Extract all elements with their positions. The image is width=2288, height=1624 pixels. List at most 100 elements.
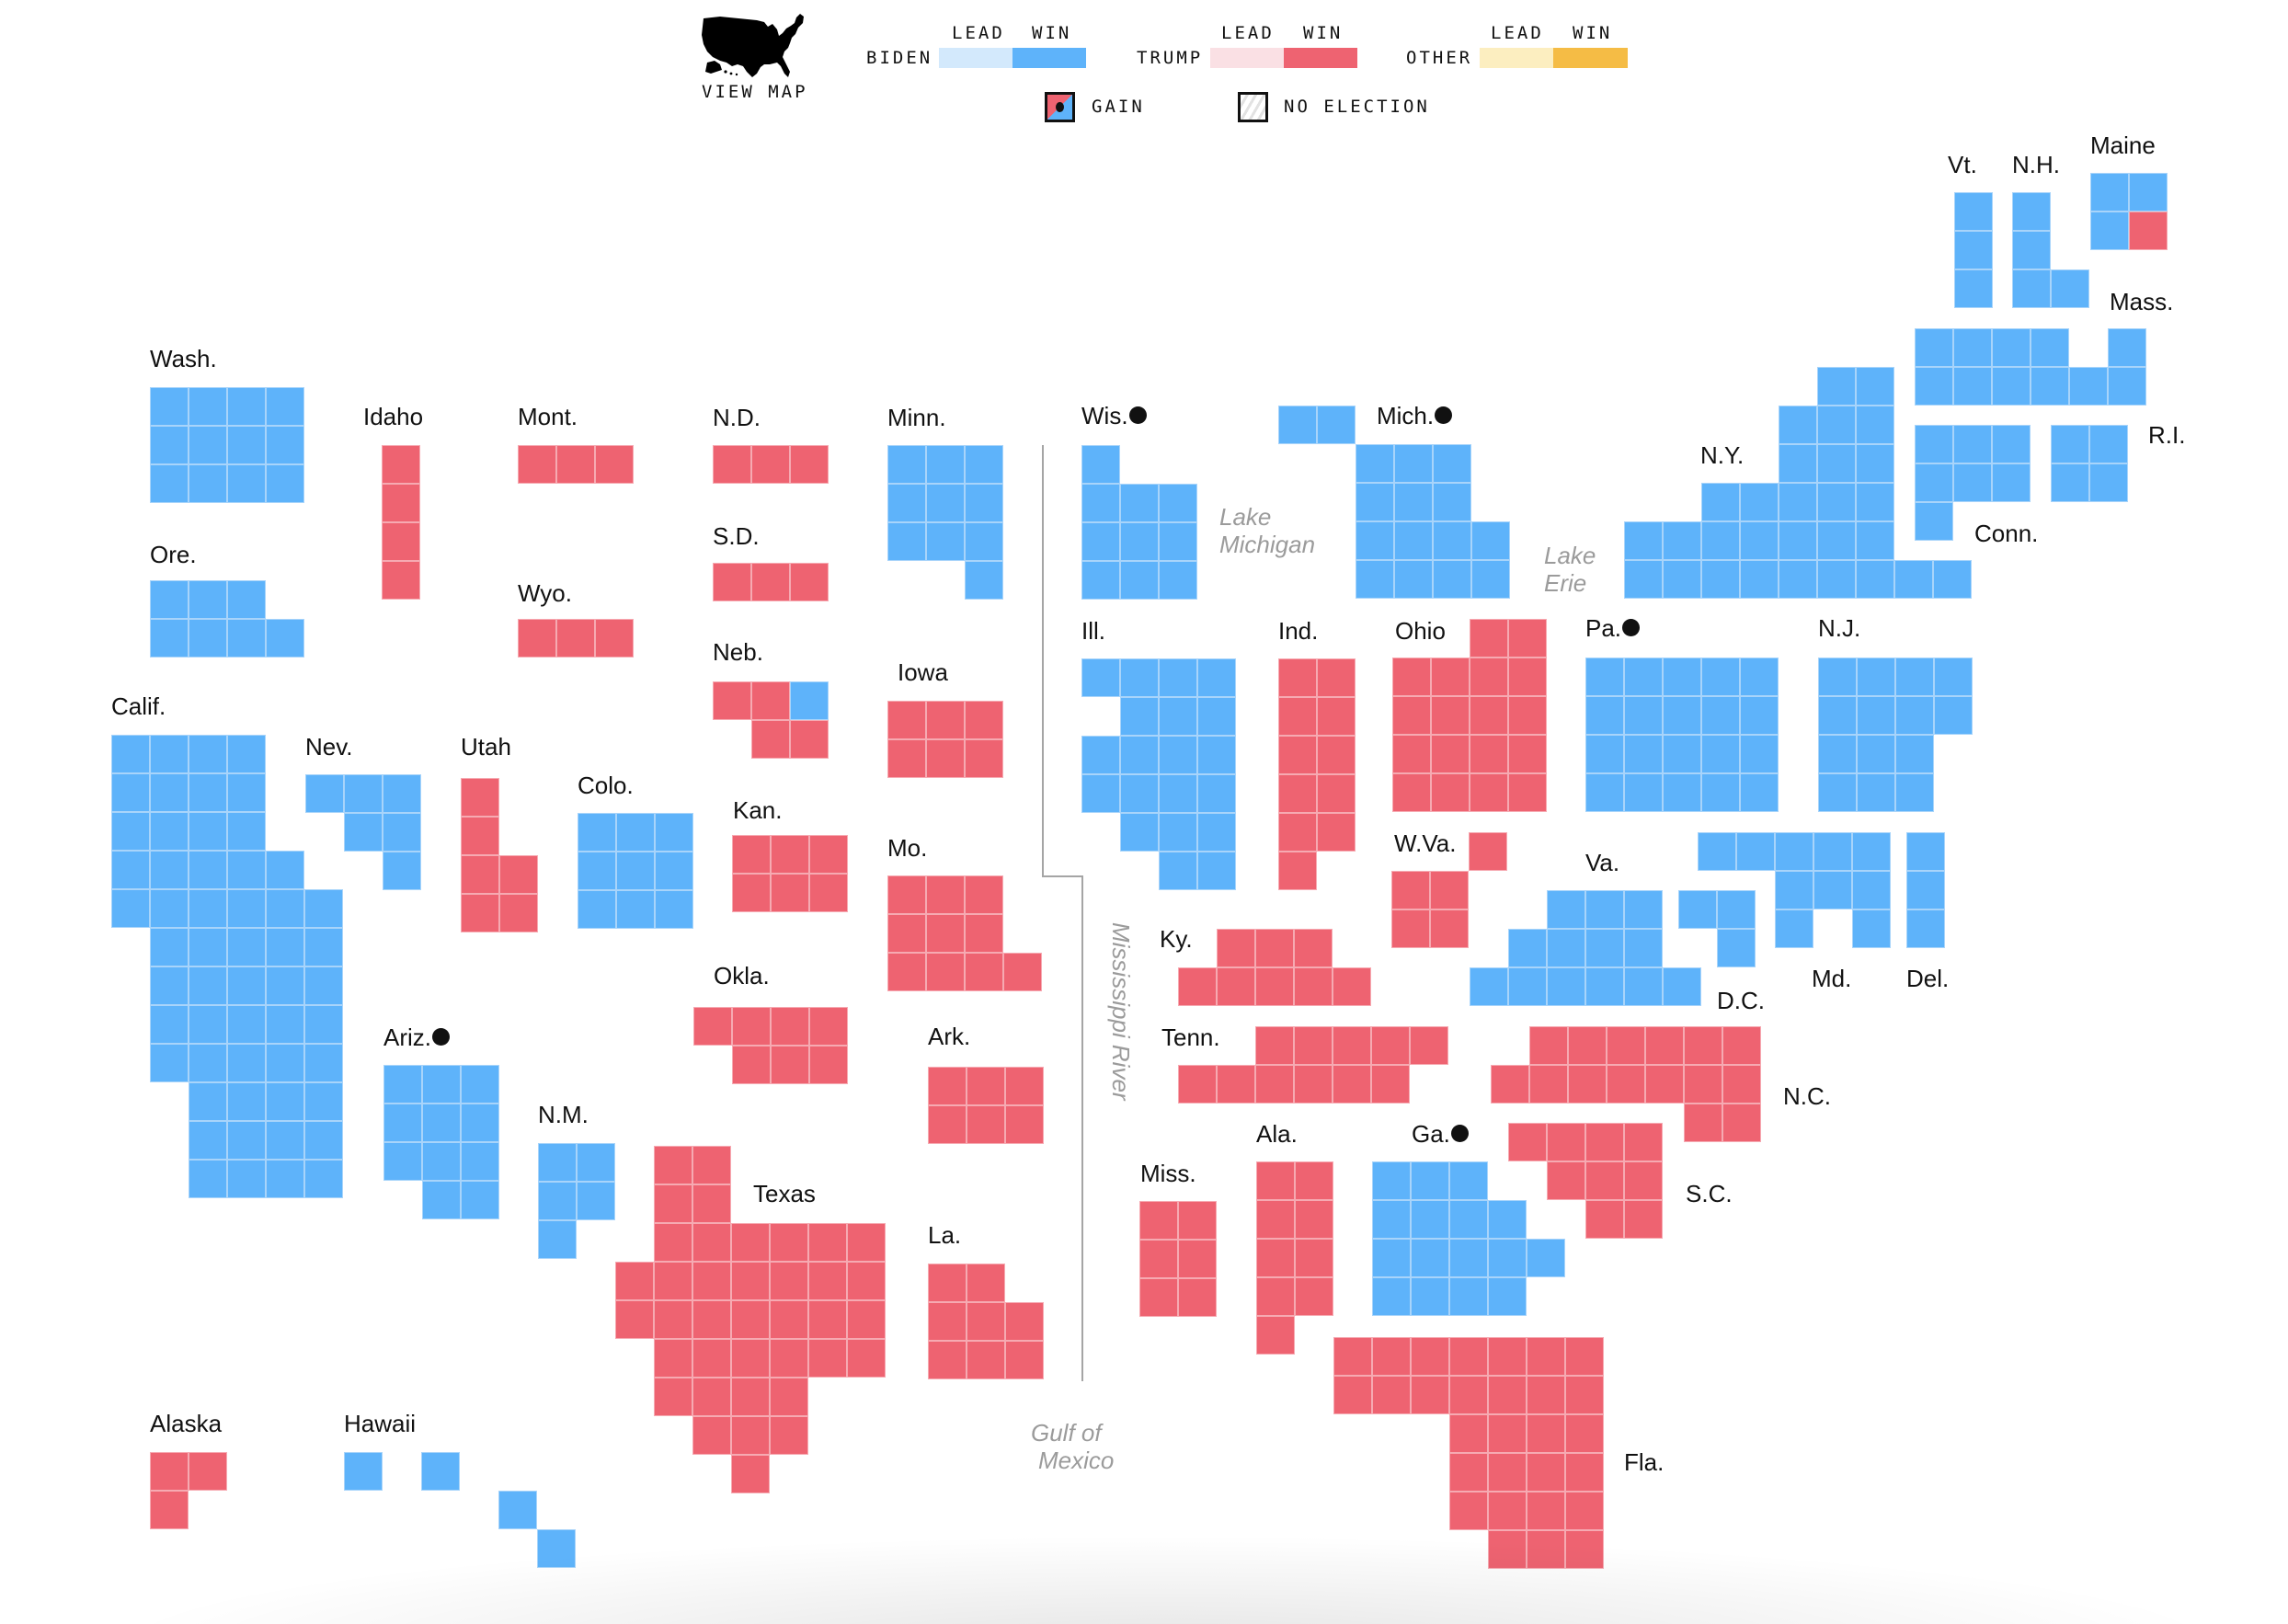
electoral-vote-tile-biden[interactable] (1508, 967, 1547, 1006)
electoral-vote-tile-biden[interactable] (189, 1121, 227, 1160)
electoral-vote-tile-trump[interactable] (713, 445, 751, 484)
electoral-vote-tile-trump[interactable] (1317, 813, 1356, 852)
electoral-vote-tile-biden[interactable] (1954, 269, 1993, 308)
electoral-vote-tile-biden[interactable] (150, 812, 189, 851)
electoral-vote-tile-biden[interactable] (1953, 425, 1992, 463)
electoral-vote-tile-biden[interactable] (304, 1044, 343, 1082)
electoral-vote-tile-trump[interactable] (150, 1491, 189, 1529)
electoral-vote-tile-trump[interactable] (1392, 658, 1431, 696)
state-label[interactable]: Texas (753, 1182, 816, 1206)
electoral-vote-tile-biden[interactable] (422, 1104, 461, 1142)
electoral-vote-tile-trump[interactable] (692, 1184, 731, 1223)
electoral-vote-tile-biden[interactable] (461, 1104, 499, 1142)
electoral-vote-tile-biden[interactable] (1159, 522, 1197, 561)
electoral-vote-tile-trump[interactable] (1430, 909, 1469, 948)
electoral-vote-tile-biden[interactable] (189, 1082, 227, 1121)
electoral-vote-tile-biden[interactable] (227, 735, 266, 773)
electoral-vote-tile-biden[interactable] (1585, 735, 1624, 773)
electoral-vote-tile-biden[interactable] (1852, 832, 1891, 871)
electoral-vote-tile-biden[interactable] (304, 1005, 343, 1044)
electoral-vote-tile-biden[interactable] (2051, 269, 2089, 308)
electoral-vote-tile-biden[interactable] (304, 889, 343, 928)
electoral-vote-tile-biden[interactable] (1624, 773, 1663, 812)
electoral-vote-tile-biden[interactable] (1817, 444, 1856, 483)
electoral-vote-tile-trump[interactable] (1005, 1067, 1044, 1105)
electoral-vote-tile-biden[interactable] (1433, 560, 1471, 599)
electoral-vote-tile-biden[interactable] (227, 619, 266, 658)
electoral-vote-tile-biden[interactable] (1779, 521, 1817, 560)
electoral-vote-tile-biden[interactable] (1701, 658, 1740, 696)
electoral-vote-tile-biden[interactable] (655, 852, 693, 890)
electoral-vote-tile-trump[interactable] (654, 1146, 692, 1184)
state-label[interactable]: Ark. (928, 1024, 970, 1048)
state-label[interactable]: Neb. (713, 640, 763, 664)
electoral-vote-tile-biden[interactable] (1449, 1239, 1488, 1277)
state-label[interactable]: Alaska (150, 1412, 222, 1435)
electoral-vote-tile-biden[interactable] (1953, 328, 1992, 367)
electoral-vote-tile-trump[interactable] (1139, 1201, 1178, 1240)
electoral-vote-tile-trump[interactable] (1488, 1530, 1527, 1569)
electoral-vote-tile-biden[interactable] (1317, 406, 1356, 444)
electoral-vote-tile-trump[interactable] (1470, 619, 1508, 658)
state-label[interactable]: Conn. (1974, 521, 2038, 545)
electoral-vote-tile-biden[interactable] (1624, 521, 1663, 560)
electoral-vote-tile-biden[interactable] (1857, 735, 1895, 773)
electoral-vote-tile-biden[interactable] (1663, 658, 1701, 696)
electoral-vote-tile-trump[interactable] (1470, 735, 1508, 773)
electoral-vote-tile-biden[interactable] (926, 484, 965, 522)
electoral-vote-tile-trump[interactable] (692, 1146, 731, 1184)
electoral-vote-tile-trump[interactable] (518, 619, 556, 658)
electoral-vote-tile-biden[interactable] (383, 774, 421, 813)
electoral-vote-tile-biden[interactable] (926, 445, 965, 484)
electoral-vote-tile-trump[interactable] (1624, 1123, 1663, 1161)
state-label[interactable]: Vt. (1948, 153, 1977, 177)
electoral-vote-tile-biden[interactable] (1081, 561, 1120, 600)
electoral-vote-tile-trump[interactable] (1333, 1376, 1372, 1414)
electoral-vote-tile-trump[interactable] (1256, 1161, 1295, 1200)
electoral-vote-tile-trump[interactable] (965, 739, 1003, 778)
electoral-vote-tile-trump[interactable] (926, 739, 965, 778)
electoral-vote-tile-trump[interactable] (967, 1105, 1005, 1144)
electoral-vote-tile-trump[interactable] (926, 953, 965, 991)
electoral-vote-tile-biden[interactable] (1895, 735, 1934, 773)
electoral-vote-tile-trump[interactable] (887, 701, 926, 739)
electoral-vote-tile-trump[interactable] (1317, 774, 1356, 813)
state-label[interactable]: N.Y. (1700, 443, 1744, 467)
electoral-vote-tile-trump[interactable] (615, 1300, 654, 1339)
electoral-vote-tile-trump[interactable] (771, 1046, 809, 1084)
electoral-vote-tile-trump[interactable] (1568, 1026, 1607, 1065)
electoral-vote-tile-trump[interactable] (1470, 658, 1508, 696)
electoral-vote-tile-trump[interactable] (1585, 1200, 1624, 1239)
state-label[interactable]: Ky. (1160, 927, 1193, 951)
electoral-vote-tile-trump[interactable] (731, 1416, 770, 1455)
electoral-vote-tile-biden[interactable] (189, 387, 227, 426)
electoral-vote-tile-biden[interactable] (422, 1181, 461, 1219)
electoral-vote-tile-biden[interactable] (1488, 1277, 1527, 1316)
electoral-vote-tile-biden[interactable] (577, 1182, 615, 1220)
electoral-vote-tile-biden[interactable] (1775, 832, 1813, 871)
electoral-vote-tile-biden[interactable] (1663, 560, 1701, 599)
electoral-vote-tile-trump[interactable] (1449, 1414, 1488, 1453)
electoral-vote-tile-biden[interactable] (304, 966, 343, 1005)
electoral-vote-tile-biden[interactable] (1394, 483, 1433, 521)
electoral-vote-tile-biden[interactable] (111, 851, 150, 889)
electoral-vote-tile-trump[interactable] (1488, 1376, 1527, 1414)
electoral-vote-tile-trump[interactable] (1005, 1105, 1044, 1144)
electoral-vote-tile-biden[interactable] (421, 1452, 460, 1491)
electoral-vote-tile-trump[interactable] (1391, 871, 1430, 909)
state-label[interactable]: S.C. (1686, 1182, 1733, 1206)
electoral-vote-tile-biden[interactable] (1895, 773, 1934, 812)
state-label[interactable]: Ore. (150, 543, 197, 566)
electoral-vote-tile-trump[interactable] (1488, 1414, 1527, 1453)
electoral-vote-tile-trump[interactable] (1372, 1376, 1411, 1414)
electoral-vote-tile-biden[interactable] (1394, 521, 1433, 560)
electoral-vote-tile-biden[interactable] (1701, 696, 1740, 735)
electoral-vote-tile-trump[interactable] (713, 563, 751, 601)
state-label[interactable]: N.D. (713, 406, 761, 429)
electoral-vote-tile-trump[interactable] (1624, 1200, 1663, 1239)
electoral-vote-tile-biden[interactable] (1471, 521, 1510, 560)
electoral-vote-tile-biden[interactable] (266, 966, 304, 1005)
electoral-vote-tile-biden[interactable] (189, 966, 227, 1005)
electoral-vote-tile-trump[interactable] (887, 914, 926, 953)
electoral-vote-tile-biden[interactable] (304, 928, 343, 966)
